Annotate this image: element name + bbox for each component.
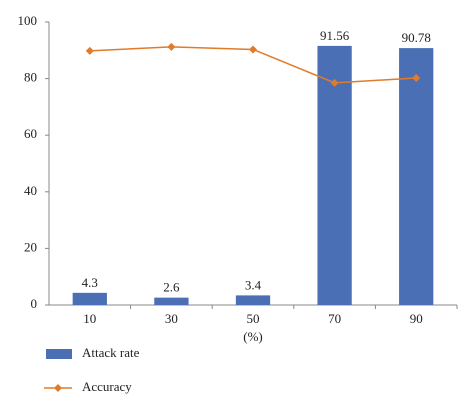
y-tick-label: 80 (24, 70, 37, 85)
data-label: 3.4 (245, 277, 262, 292)
bar (235, 295, 271, 305)
bar (154, 297, 189, 305)
x-tick-label: 10 (83, 311, 96, 326)
data-label: 90.78 (402, 30, 431, 45)
legend-marker (54, 384, 62, 392)
legend-label: Attack rate (82, 345, 140, 360)
bar (72, 292, 107, 305)
x-tick-label: 70 (328, 311, 341, 326)
x-tick-label: 30 (165, 311, 178, 326)
legend-swatch (46, 349, 72, 359)
marker (85, 46, 94, 55)
y-tick-label: 20 (24, 239, 37, 254)
y-tick-label: 60 (24, 126, 37, 141)
marker (249, 45, 257, 54)
marker (412, 74, 421, 83)
x-tick-label: 90 (410, 311, 423, 326)
data-label: 2.6 (163, 280, 180, 295)
x-axis-label: (%) (243, 329, 263, 344)
data-label: 4.3 (82, 275, 98, 290)
bar (399, 48, 434, 306)
x-tick-label: 50 (247, 311, 260, 326)
bar (317, 45, 352, 306)
y-tick-label: 0 (31, 296, 38, 311)
marker (167, 42, 176, 51)
legend-label: Accuracy (82, 379, 132, 394)
y-tick-label: 100 (18, 13, 38, 28)
data-label: 91.56 (320, 28, 350, 43)
marker (330, 78, 339, 87)
y-tick-label: 40 (24, 183, 37, 198)
